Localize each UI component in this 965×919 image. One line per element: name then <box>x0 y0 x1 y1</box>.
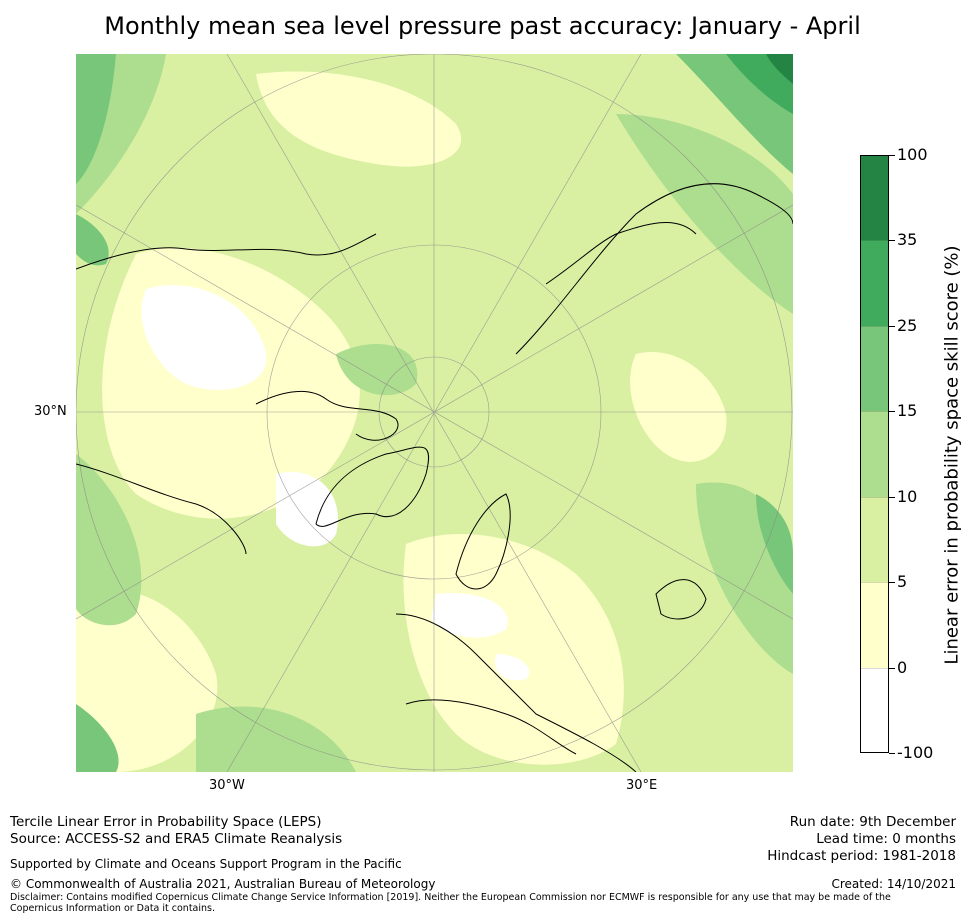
footer-source: Source: ACCESS-S2 and ERA5 Climate Reana… <box>10 831 343 847</box>
region-green-10-15 <box>76 454 142 626</box>
colorbar-tick <box>889 582 895 584</box>
meridian <box>76 204 793 620</box>
coast-canada-arctic <box>255 390 399 441</box>
colorbar-tick <box>889 753 895 754</box>
region-green-15-25 <box>76 214 109 266</box>
colorbar-tick-label: -100 <box>897 743 934 762</box>
axis-label-30w: 30°W <box>209 778 245 793</box>
region-green-25-35 <box>726 54 793 114</box>
colorbar-tick-label: 0 <box>897 657 908 677</box>
chart-title: Monthly mean sea level pressure past acc… <box>104 12 861 40</box>
region-light-0-5 <box>403 534 624 765</box>
footer-leps: Tercile Linear Error in Probability Spac… <box>10 814 322 830</box>
coast-europe <box>395 613 637 772</box>
footer-copyright: © Commonwealth of Australia 2021, Austra… <box>10 877 436 891</box>
colorbar-tick-label: 25 <box>897 315 918 335</box>
colorbar-segment <box>860 240 889 326</box>
region-white-neg <box>495 654 530 681</box>
coast-caspian <box>655 579 707 620</box>
colorbar-segment <box>860 582 889 668</box>
region-light-0-5 <box>76 588 218 772</box>
footer-created: Created: 14/10/2021 <box>831 877 956 891</box>
colorbar-tick-label: 15 <box>897 401 918 421</box>
colorbar-tick <box>889 325 895 327</box>
meridian <box>226 54 642 772</box>
colorbar-segment <box>860 155 889 241</box>
colorbar-segment <box>860 496 889 583</box>
coast-alaska-siberia <box>76 233 377 270</box>
colorbar <box>860 155 889 753</box>
region-green-15-25 <box>76 704 119 772</box>
region-white-neg <box>141 285 267 390</box>
coast-eurasia-north <box>515 183 793 355</box>
coast-greenland <box>315 446 430 527</box>
coastlines <box>76 183 793 772</box>
region-green-15-25 <box>756 494 793 594</box>
coast-north-america <box>76 463 247 555</box>
footer-hindcast: Hindcast period: 1981-2018 <box>767 848 956 864</box>
colorbar-segment <box>860 411 889 497</box>
region-green-15-25 <box>76 54 116 184</box>
coast-scandinavia <box>455 493 511 590</box>
colorbar-tick-label: 35 <box>897 230 918 250</box>
coast-mediterranean <box>405 699 577 755</box>
colorbar-tick <box>889 411 895 413</box>
axis-label-30e: 30°E <box>626 778 658 793</box>
colorbar-tick-label: 100 <box>897 145 928 164</box>
coast-siberia-east <box>545 221 697 285</box>
colorbar-tick <box>889 155 895 156</box>
region-light-0-5 <box>630 352 727 462</box>
axis-label-30n: 30°N <box>34 404 67 419</box>
footer-supported: Supported by Climate and Oceans Support … <box>10 857 402 871</box>
region-green-35-100 <box>766 54 793 84</box>
colorbar-segment <box>860 667 889 753</box>
region-green-10-15 <box>196 706 356 772</box>
colorbar-tick-label: 5 <box>897 572 908 592</box>
graticule <box>76 54 793 772</box>
footer-run-date: Run date: 9th December <box>789 814 956 830</box>
footer-lead-time: Lead time: 0 months <box>816 831 956 847</box>
region-light-0-5 <box>256 71 462 167</box>
colorbar-tick <box>889 667 895 669</box>
colorbar-tick <box>889 496 895 498</box>
skill-regions <box>76 54 793 772</box>
region-green-10-15 <box>336 344 418 396</box>
colorbar-tick <box>889 240 895 242</box>
colorbar-segment <box>860 325 889 412</box>
region-white-neg <box>276 472 338 547</box>
colorbar-label: Linear error in probability space skill … <box>941 245 963 665</box>
footer-disclaimer: Disclaimer: Contains modified Copernicus… <box>10 892 891 914</box>
colorbar-tick-label: 10 <box>897 486 918 506</box>
polar-map[interactable] <box>76 54 793 772</box>
region-green-10-15 <box>616 114 793 314</box>
region-white-neg <box>431 593 508 638</box>
